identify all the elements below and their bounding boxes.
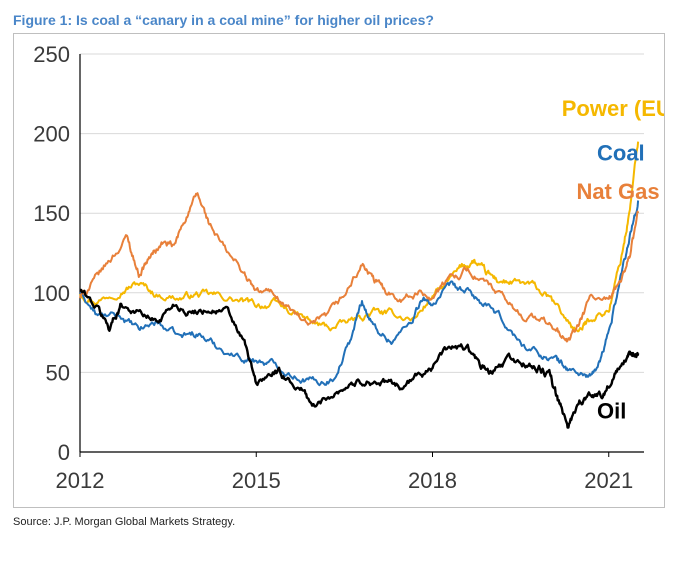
series-label-oil: Oil [597,399,626,424]
series-line-nat-gas [79,192,640,343]
y-tick-label: 250 [33,42,70,67]
axes: 0 50 100 150 200 250 2012 2015 2018 2021 [33,42,644,493]
line-chart: 0 50 100 150 200 250 2012 2015 2018 2021 Power (E… [33,42,664,493]
y-tick-label: 100 [33,281,70,306]
series-labels: Power (EU) Coal Nat Gas Oil [562,96,664,423]
series-line-power-eu [79,141,640,333]
x-tick-label: 2015 [232,468,281,493]
y-tick-label: 0 [58,440,70,465]
x-tick-label: 2012 [56,468,105,493]
series-line-coal [79,200,640,387]
x-tick-label: 2021 [584,468,633,493]
y-tick-label: 150 [33,201,70,226]
series-line-oil [79,288,640,429]
figure-title: Figure 1: Is coal a “canary in a coal mi… [13,12,434,28]
source-note: Source: J.P. Morgan Global Markets Strat… [13,516,236,528]
y-tick-label: 50 [46,360,70,385]
series-label-nat-gas: Nat Gas [576,179,659,204]
series-label-coal: Coal [597,141,645,166]
gridlines [80,53,644,373]
chart-frame: 0 50 100 150 200 250 2012 2015 2018 2021 Power (E… [13,33,665,508]
series-lines [79,141,640,429]
y-tick-label: 200 [33,122,70,147]
x-tick-label: 2018 [408,468,457,493]
series-label-power-eu: Power (EU) [562,96,664,121]
